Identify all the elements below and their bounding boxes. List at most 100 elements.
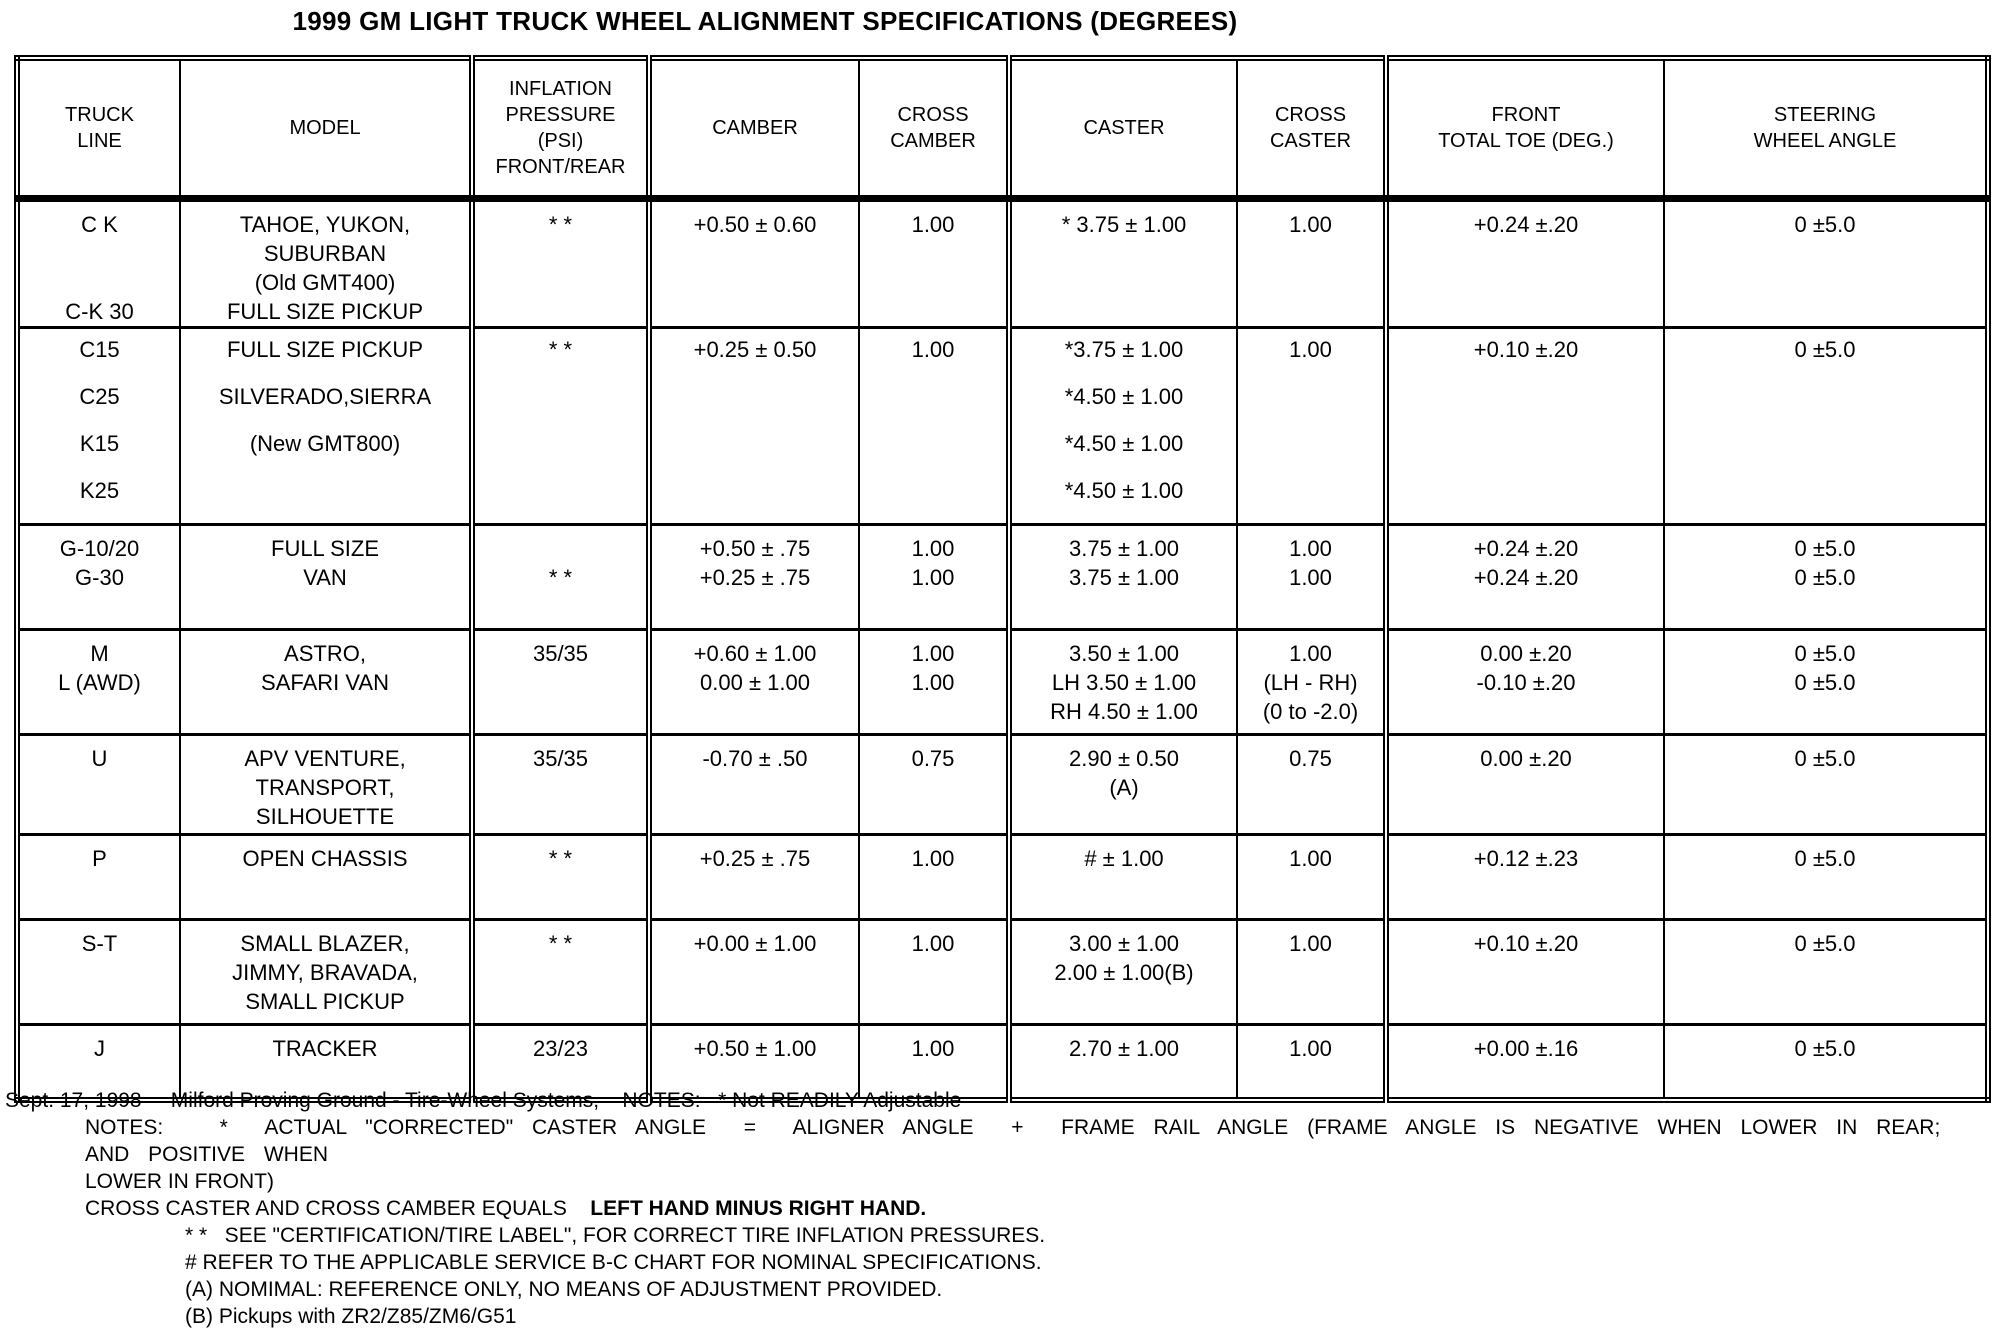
footnote-line: NOTES: * ACTUAL "CORRECTED" CASTER ANGLE… — [85, 1116, 1958, 1166]
cell-caster: # ± 1.00 — [1006, 833, 1237, 920]
table-row: S-T SMALL BLAZER, JIMMY, BRAVADA, SMALL PIC… — [16, 918, 1988, 1025]
cell-model: SMALL BLAZER, JIMMY, BRAVADA, SMALL PICKUP — [179, 918, 472, 1025]
cell-front_toe: +0.10 ±.20 — [1383, 918, 1664, 1025]
cell-front_toe: +0.12 ±.23 — [1383, 833, 1664, 920]
cell-inflation: 35/35 — [469, 733, 649, 835]
cell-steering: 0 ±5.0 0 ±5.0 — [1663, 523, 1988, 630]
cell-cross_caster: 1.00 — [1236, 326, 1386, 525]
cell-front_toe: 0.00 ±.20 — [1383, 733, 1664, 835]
cell-camber: +0.50 ± .75 +0.25 ± .75 — [646, 523, 859, 630]
cell-model: APV VENTURE, TRANSPORT, SILHOUETTE — [179, 733, 472, 835]
cell-cross_camber: 1.00 — [858, 198, 1009, 328]
footnote-cross-rule: CROSS CASTER AND CROSS CAMBER EQUALS LEF… — [85, 1195, 2002, 1222]
cell-cross_camber: 1.00 — [858, 326, 1009, 525]
cell-camber: +0.60 ± 1.00 0.00 ± 1.00 — [646, 628, 859, 735]
cell-model: OPEN CHASSIS — [179, 833, 472, 920]
footnote-cross-prefix: CROSS CASTER AND CROSS CAMBER EQUALS — [85, 1197, 591, 1220]
footnote-line: # REFER TO THE APPLICABLE SERVICE B-C CH… — [185, 1251, 1042, 1274]
cell-cross_camber: 0.75 — [858, 733, 1009, 835]
cell-model: FULL SIZE PICKUP SILVERADO,SIERRA (New GMT… — [179, 326, 472, 525]
cell-inflation: * * — [469, 918, 649, 1025]
cell-front_toe: +0.00 ±.16 — [1383, 1023, 1664, 1100]
table-row: P OPEN CHASSIS * * +0.25 ± .75 1.00 # ± 1.00 1… — [16, 833, 1988, 920]
cell-camber: -0.70 ± .50 — [646, 733, 859, 835]
cell-cross_caster: 0.75 — [1236, 733, 1386, 835]
footnote-line: (B) Pickups with ZR2/Z85/ZM6/G51 — [185, 1305, 517, 1328]
table-row: J TRACKER 23/23 +0.50 ± 1.00 1.00 2.70 ± 1.00… — [16, 1023, 1988, 1100]
col-header-front_toe: FRONT TOTAL TOE (DEG.) — [1383, 58, 1664, 202]
cell-truck_line: C K C-K 30 — [16, 198, 180, 328]
cell-inflation: 23/23 — [469, 1023, 649, 1100]
cell-model: FULL SIZE VAN — [179, 523, 472, 630]
cell-cross_camber: 1.00 — [858, 833, 1009, 920]
page-title: 1999 GM LIGHT TRUCK WHEEL ALIGNMENT SPEC… — [292, 6, 1238, 36]
cell-steering: 0 ±5.0 — [1663, 918, 1988, 1025]
cell-cross_caster: 1.00 (LH - RH) (0 to -2.0) — [1236, 628, 1386, 735]
cell-camber: +0.50 ± 1.00 — [646, 1023, 859, 1100]
cell-camber: +0.25 ± .75 — [646, 833, 859, 920]
cell-steering: 0 ±5.0 — [1663, 326, 1988, 525]
table-row: U APV VENTURE, TRANSPORT, SILHOUETTE 35/35 -0… — [16, 733, 1988, 835]
cell-camber: +0.00 ± 1.00 — [646, 918, 859, 1025]
cell-truck_line: S-T — [16, 918, 180, 1025]
cell-caster: 3.00 ± 1.00 2.00 ± 1.00(B) — [1006, 918, 1237, 1025]
col-header-camber: CAMBER — [646, 58, 859, 202]
cell-cross_caster: 1.00 — [1236, 833, 1386, 920]
cell-cross_caster: 1.00 — [1236, 918, 1386, 1025]
cell-steering: 0 ±5.0 — [1663, 198, 1988, 328]
cell-truck_line: G-10/20 G-30 — [16, 523, 180, 630]
cell-caster: 2.90 ± 0.50 (A) — [1006, 733, 1237, 835]
table-row: C15 C25 K15 K25 FULL SIZE PICKUP SILVERADO,SI… — [16, 326, 1988, 525]
col-header-truck_line: TRUCK LINE — [16, 58, 180, 202]
footnote-line: (A) NOMIMAL: REFERENCE ONLY, NO MEANS OF… — [185, 1278, 943, 1301]
cell-cross_caster: 1.00 — [1236, 1023, 1386, 1100]
cell-cross_camber: 1.00 — [858, 1023, 1009, 1100]
col-header-caster: CASTER — [1006, 58, 1237, 202]
col-header-model: MODEL — [179, 58, 472, 202]
col-header-inflation: INFLATION PRESSURE (PSI) FRONT/REAR — [469, 58, 649, 202]
cell-cross_camber: 1.00 1.00 — [858, 628, 1009, 735]
cell-front_toe: 0.00 ±.20 -0.10 ±.20 — [1383, 628, 1664, 735]
cell-model: TAHOE, YUKON, SUBURBAN (Old GMT400) FULL SI… — [179, 198, 472, 328]
footnote-cross-bold: LEFT HAND MINUS RIGHT HAND. — [590, 1197, 927, 1220]
cell-cross_camber: 1.00 1.00 — [858, 523, 1009, 630]
header-row: TRUCK LINE MODEL INFLATION PRESSURE (PSI) FRON… — [16, 58, 1988, 202]
cell-truck_line: J — [16, 1023, 180, 1100]
cell-inflation: * * — [469, 326, 649, 525]
cell-caster: * 3.75 ± 1.00 — [1006, 198, 1237, 328]
cell-camber: +0.25 ± 0.50 — [646, 326, 859, 525]
cell-steering: 0 ±5.0 — [1663, 833, 1988, 920]
cell-model: ASTRO, SAFARI VAN — [179, 628, 472, 735]
cell-model: TRACKER — [179, 1023, 472, 1100]
cell-front_toe: +0.24 ±.20 +0.24 ±.20 — [1383, 523, 1664, 630]
cell-front_toe: +0.24 ±.20 — [1383, 198, 1664, 328]
footnote-line: * * SEE "CERTIFICATION/TIRE LABEL", FOR … — [185, 1224, 1046, 1247]
cell-caster: 2.70 ± 1.00 — [1006, 1023, 1237, 1100]
cell-truck_line: P — [16, 833, 180, 920]
cell-steering: 0 ±5.0 — [1663, 733, 1988, 835]
cell-inflation: * * — [469, 833, 649, 920]
cell-inflation: * * — [469, 198, 649, 328]
cell-inflation: 35/35 — [469, 628, 649, 735]
col-header-cross_caster: CROSS CASTER — [1236, 58, 1386, 202]
cell-inflation: * * — [469, 523, 649, 630]
footnotes: Sept. 17, 1998 Milford Proving Ground - … — [0, 1087, 2002, 1330]
cell-cross_caster: 1.00 1.00 — [1236, 523, 1386, 630]
table-row: C K C-K 30 TAHOE, YUKON, SUBURBAN (Old GMT40… — [16, 198, 1988, 328]
footnote-dateline: Sept. 17, 1998 Milford Proving Ground - … — [5, 1089, 962, 1112]
cell-steering: 0 ±5.0 — [1663, 1023, 1988, 1100]
col-header-cross_camber: CROSS CAMBER — [858, 58, 1009, 202]
cell-caster: 3.75 ± 1.00 3.75 ± 1.00 — [1006, 523, 1237, 630]
table-row: G-10/20 G-30 FULL SIZE VAN * * +0.50 ± .75 +0.… — [16, 523, 1988, 630]
cell-cross_caster: 1.00 — [1236, 198, 1386, 328]
cell-caster: *3.75 ± 1.00 *4.50 ± 1.00 *4.50 ± 1.00 *4.5… — [1006, 326, 1237, 525]
cell-steering: 0 ±5.0 0 ±5.0 — [1663, 628, 1988, 735]
cell-truck_line: U — [16, 733, 180, 835]
cell-front_toe: +0.10 ±.20 — [1383, 326, 1664, 525]
alignment-spec-table: TRUCK LINE MODEL INFLATION PRESSURE (PSI) FRON… — [14, 55, 1991, 1103]
cell-caster: 3.50 ± 1.00 LH 3.50 ± 1.00 RH 4.50 ± 1.00 — [1006, 628, 1237, 735]
cell-truck_line: C15 C25 K15 K25 — [16, 326, 180, 525]
col-header-steering: STEERING WHEEL ANGLE — [1663, 58, 1988, 202]
